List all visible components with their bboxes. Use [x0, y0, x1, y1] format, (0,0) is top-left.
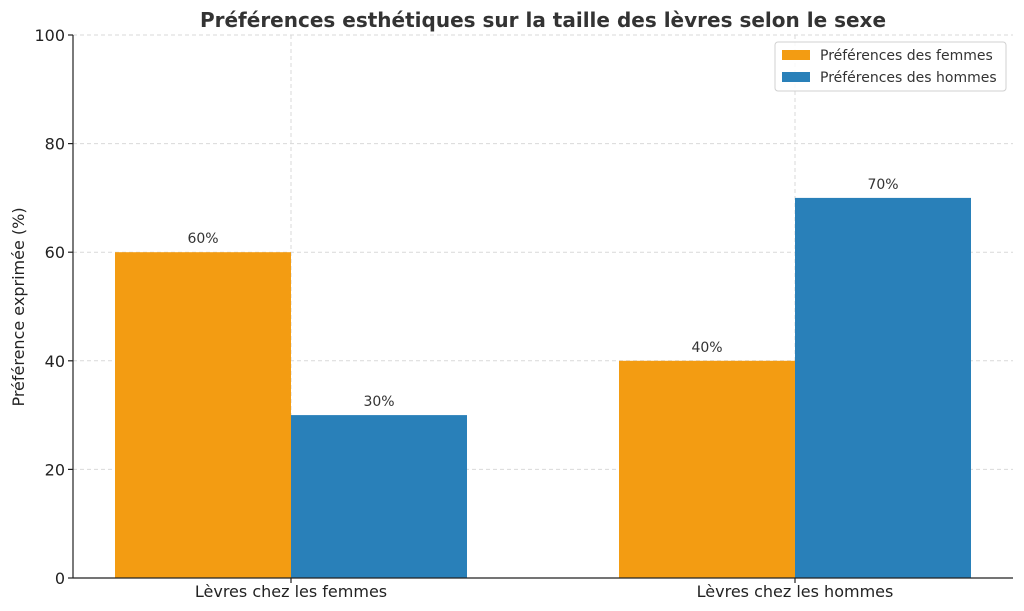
bar-value-label: 70% [867, 177, 898, 193]
axes: 0 20 40 60 80 100 Lèvres chez les femmes Lèvres… [34, 26, 1013, 601]
y-tick-label: 20 [45, 460, 65, 479]
y-tick-label: 40 [45, 352, 65, 371]
y-tick-label: 0 [55, 569, 65, 588]
y-tick-label: 100 [34, 26, 65, 45]
bar-value-label: 40% [691, 340, 722, 356]
chart-title: Préférences esthétiques sur la taille de… [200, 8, 886, 32]
bar-value-label: 30% [363, 394, 394, 410]
legend: Préférences des femmes Préférences des ho… [774, 41, 1007, 92]
bar-value-label: 60% [187, 231, 218, 247]
legend-swatch [782, 50, 810, 60]
x-tick-label: Lèvres chez les hommes [697, 582, 894, 601]
legend-entry: Préférences des hommes [820, 70, 997, 86]
legend-swatch [782, 72, 810, 82]
bar [115, 252, 291, 578]
bar [795, 197, 971, 578]
legend-box [774, 41, 1007, 92]
bar [619, 360, 795, 578]
legend-entry: Préférences des femmes [820, 48, 993, 64]
y-tick-label: 60 [45, 243, 65, 262]
x-tick-label: Lèvres chez les femmes [195, 582, 387, 601]
y-axis-label: Préférence exprimée (%) [9, 207, 28, 406]
bars [115, 197, 971, 578]
data-labels: 60% 40% 30% 70% [187, 177, 898, 410]
bar [291, 415, 467, 578]
y-tick-label: 80 [45, 135, 65, 154]
